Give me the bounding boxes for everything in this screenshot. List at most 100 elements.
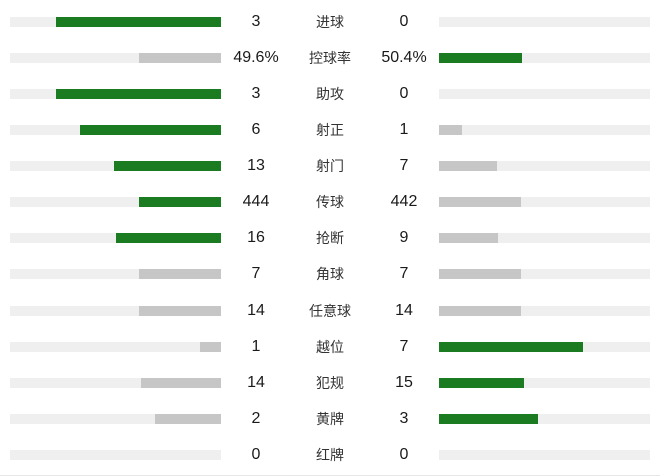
stat-row-red-cards: 0 红牌 0 — [10, 438, 650, 472]
home-value: 14 — [247, 373, 265, 391]
home-value: 0 — [251, 445, 261, 463]
home-value: 7 — [251, 265, 261, 283]
stat-label: 助攻 — [316, 86, 344, 103]
home-bar-track — [10, 53, 221, 64]
stat-row-tackles: 16 抢断 9 — [10, 221, 650, 255]
home-bar-track — [10, 197, 221, 208]
home-bar-track — [10, 269, 221, 280]
stat-row-fouls: 14 犯规 15 — [10, 366, 650, 400]
home-bar-fill — [56, 17, 221, 28]
home-bar-fill — [155, 413, 221, 424]
stat-row-yellow-cards: 2 黄牌 3 — [10, 402, 650, 436]
away-value: 0 — [399, 85, 409, 103]
stat-label: 越位 — [316, 338, 344, 355]
away-value: 50.4% — [381, 49, 427, 67]
home-value: 6 — [251, 121, 261, 139]
away-bar-fill — [439, 125, 463, 136]
stat-label: 传球 — [316, 194, 344, 211]
away-value: 7 — [399, 265, 409, 283]
away-bar-track — [439, 53, 650, 64]
stat-row-shots-on-target: 6 射正 1 — [10, 113, 650, 147]
away-value: 7 — [399, 337, 409, 355]
stat-label: 任意球 — [309, 302, 351, 319]
home-bar-track — [10, 233, 221, 244]
home-bar-fill — [56, 89, 221, 100]
away-bar-fill — [439, 305, 522, 316]
home-bar-track — [10, 413, 221, 424]
home-bar-fill — [200, 341, 221, 352]
away-bar-track — [439, 377, 650, 388]
home-value: 3 — [251, 13, 261, 31]
home-bar-track — [10, 125, 221, 136]
away-value: 14 — [395, 301, 413, 319]
away-bar-fill — [439, 233, 499, 244]
home-bar-track — [10, 17, 221, 28]
home-bar-fill — [115, 233, 221, 244]
away-bar-fill — [439, 377, 525, 388]
stat-row-offsides: 1 越位 7 — [10, 330, 650, 364]
home-value: 16 — [247, 229, 265, 247]
stat-row-free-kicks: 14 任意球 14 — [10, 294, 650, 328]
home-bar-track — [10, 341, 221, 352]
stat-label: 犯规 — [316, 374, 344, 391]
stat-label: 控球率 — [309, 50, 351, 67]
stat-label: 黄牌 — [316, 410, 344, 427]
home-bar-track — [10, 377, 221, 388]
away-bar-fill — [439, 413, 538, 424]
away-bar-track — [439, 17, 650, 28]
away-bar-track — [439, 233, 650, 244]
away-bar-track — [439, 305, 650, 316]
away-bar-fill — [439, 269, 522, 280]
home-value: 444 — [242, 193, 270, 211]
home-bar-track — [10, 89, 221, 100]
stat-label: 射正 — [316, 122, 344, 139]
away-bar-track — [439, 197, 650, 208]
home-bar-track — [10, 305, 221, 316]
stat-label: 射门 — [316, 158, 344, 175]
away-value: 0 — [399, 13, 409, 31]
home-bar-track — [10, 449, 221, 460]
away-bar-track — [439, 89, 650, 100]
away-bar-fill — [439, 53, 522, 64]
away-value: 7 — [399, 157, 409, 175]
stat-label: 红牌 — [316, 446, 344, 463]
stat-row-possession: 49.6% 控球率 50.4% — [10, 41, 650, 75]
home-bar-fill — [141, 377, 221, 388]
stat-row-corners: 7 角球 7 — [10, 257, 650, 291]
stat-row-shots: 13 射门 7 — [10, 149, 650, 183]
home-value: 3 — [251, 85, 261, 103]
stat-label: 进球 — [316, 14, 344, 31]
home-bar-fill — [138, 269, 221, 280]
stat-row-passes: 444 传球 442 — [10, 185, 650, 219]
away-bar-track — [439, 125, 650, 136]
away-bar-track — [439, 449, 650, 460]
home-bar-fill — [79, 125, 221, 136]
home-value: 2 — [251, 409, 261, 427]
away-value: 3 — [399, 409, 409, 427]
away-bar-track — [439, 341, 650, 352]
home-value: 49.6% — [233, 49, 279, 67]
home-value: 1 — [251, 337, 261, 355]
away-bar-fill — [439, 341, 584, 352]
home-bar-track — [10, 161, 221, 172]
away-bar-track — [439, 413, 650, 424]
home-value: 14 — [247, 301, 265, 319]
home-bar-fill — [139, 53, 221, 64]
away-value: 9 — [399, 229, 409, 247]
stat-label: 角球 — [316, 266, 344, 283]
home-value: 13 — [247, 157, 265, 175]
away-value: 0 — [399, 445, 409, 463]
away-bar-fill — [439, 197, 522, 208]
stat-row-assists: 3 助攻 0 — [10, 77, 650, 111]
away-value: 442 — [390, 193, 418, 211]
stat-row-goals: 3 进球 0 — [10, 5, 650, 39]
home-bar-fill — [138, 197, 221, 208]
away-bar-fill — [439, 161, 497, 172]
away-value: 15 — [395, 373, 413, 391]
stat-label: 抢断 — [316, 230, 344, 247]
home-bar-fill — [114, 161, 221, 172]
away-bar-track — [439, 269, 650, 280]
away-value: 1 — [399, 121, 409, 139]
away-bar-track — [439, 161, 650, 172]
